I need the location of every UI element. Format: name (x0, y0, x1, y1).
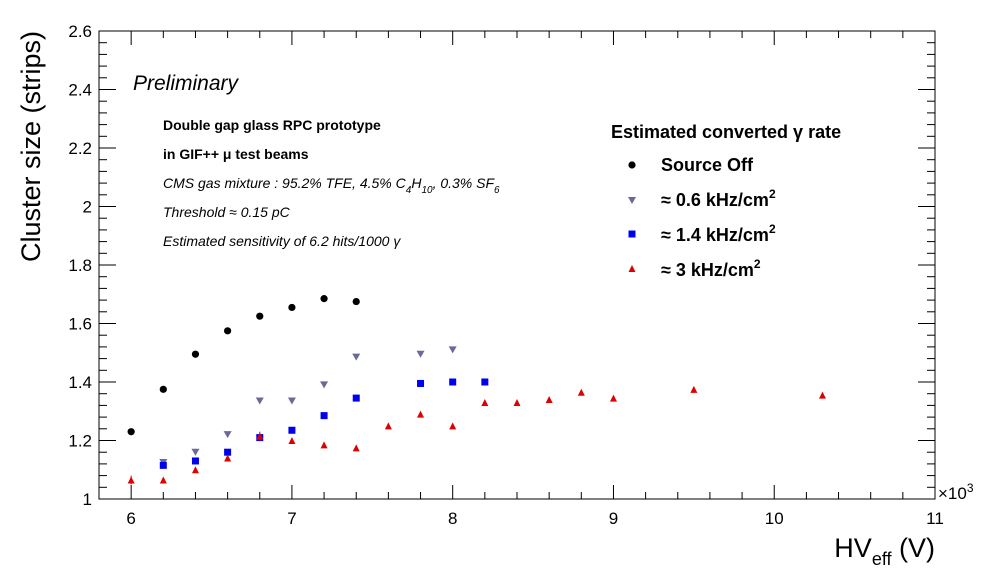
data-point (352, 353, 361, 361)
x-tick-label: 7 (287, 509, 296, 528)
annotation-gas: CMS gas mixture : 95.2% TFE, 4.5% C4H10,… (163, 175, 500, 196)
legend: Estimated converted γ rate Source Off ≈ … (611, 122, 841, 280)
y-tick-label: 1.6 (68, 315, 92, 334)
data-point (288, 437, 296, 444)
legend-marker-3 (628, 265, 636, 272)
data-point (448, 346, 457, 354)
data-point (352, 394, 360, 402)
series-3 (127, 385, 826, 485)
legend-label-3: ≈ 3 kHz/cm2 (661, 257, 761, 280)
series-1 (159, 346, 457, 466)
annotation-line2: in GIF++ μ test beams (163, 146, 309, 162)
data-point (191, 457, 199, 465)
data-point (320, 295, 328, 303)
y-tick-label: 1 (83, 490, 92, 509)
x-tick-label: 6 (126, 509, 135, 528)
plot-frame (98, 30, 936, 500)
y-tick-label: 1.4 (68, 373, 92, 392)
data-point (417, 410, 425, 418)
data-points (127, 295, 826, 485)
legend-label-source-off: Source Off (661, 155, 754, 175)
legend-title: Estimated converted γ rate (611, 122, 841, 142)
data-point (255, 397, 264, 405)
y-tick-label: 1.8 (68, 256, 92, 275)
annotation-block: Double gap glass RPC prototype in GIF++ … (163, 117, 500, 249)
legend-marker-1p4 (628, 230, 636, 238)
data-point (224, 448, 232, 456)
data-point (191, 448, 200, 456)
data-point (818, 391, 826, 399)
data-point (416, 350, 425, 358)
x-tick-label: 10 (765, 509, 784, 528)
y-tick-labels: 1 1.2 1.4 1.6 1.8 2 2.2 2.4 2.6 (68, 22, 92, 509)
data-point (384, 422, 392, 430)
legend-label-1p4: ≈ 1.4 kHz/cm2 (661, 222, 776, 245)
data-point (609, 394, 617, 402)
data-point (159, 461, 167, 469)
data-point (352, 444, 360, 452)
data-point (256, 432, 264, 440)
data-point (224, 454, 232, 462)
legend-label-0p6: ≈ 0.6 kHz/cm2 (661, 187, 776, 210)
data-point (191, 350, 200, 358)
legend-entry-0p6: ≈ 0.6 kHz/cm2 (628, 187, 776, 210)
data-point (449, 422, 457, 430)
data-point (127, 476, 135, 484)
data-point (288, 426, 296, 434)
data-point (545, 396, 553, 404)
legend-entry-1p4: ≈ 1.4 kHz/cm2 (628, 222, 776, 245)
data-point (320, 412, 328, 420)
annotation-threshold: Threshold ≈ 0.15 pC (163, 204, 291, 220)
x-axis-title: HVeff (V) (834, 533, 935, 569)
y-tick-label: 1.2 (68, 432, 92, 451)
data-point (159, 476, 167, 484)
y-tick-label: 2 (83, 198, 92, 217)
x-tick-label: 8 (448, 509, 457, 528)
data-point (320, 381, 329, 389)
data-point (223, 431, 232, 439)
x-tick-labels: 6 7 8 9 10 11 (126, 509, 943, 528)
x-multiplier: ×103 (938, 481, 974, 503)
series-2 (159, 378, 489, 469)
series-0 (127, 295, 360, 436)
y-axis-title: Cluster size (strips) (16, 31, 46, 262)
y-tick-label: 2.2 (68, 139, 92, 158)
data-point (352, 297, 360, 306)
data-point (417, 379, 425, 387)
x-tick-label: 9 (609, 509, 618, 528)
annotation-sensitivity: Estimated sensitivity of 6.2 hits/1000 γ (163, 233, 401, 249)
legend-marker-source-off (628, 161, 636, 169)
data-point (256, 312, 264, 320)
data-point (481, 378, 489, 386)
data-point (481, 398, 489, 406)
data-point (513, 398, 521, 406)
data-point (159, 385, 167, 393)
data-point (224, 327, 232, 335)
data-point (127, 428, 135, 436)
data-point (287, 397, 296, 405)
data-point (288, 303, 296, 312)
data-point (320, 441, 328, 449)
y-tick-label: 2.4 (68, 81, 92, 100)
legend-entry-3: ≈ 3 kHz/cm2 (628, 257, 761, 280)
preliminary-label: Preliminary (133, 72, 240, 95)
legend-marker-0p6 (628, 197, 636, 204)
data-point (577, 388, 585, 396)
axis-ticks (98, 30, 936, 500)
legend-entry-source-off: Source Off (628, 155, 754, 175)
data-point (690, 385, 698, 393)
data-point (191, 466, 199, 474)
data-point (449, 378, 457, 386)
y-tick-label: 2.6 (68, 22, 92, 41)
annotation-line1: Double gap glass RPC prototype (163, 117, 381, 133)
x-tick-label: 11 (926, 509, 944, 528)
